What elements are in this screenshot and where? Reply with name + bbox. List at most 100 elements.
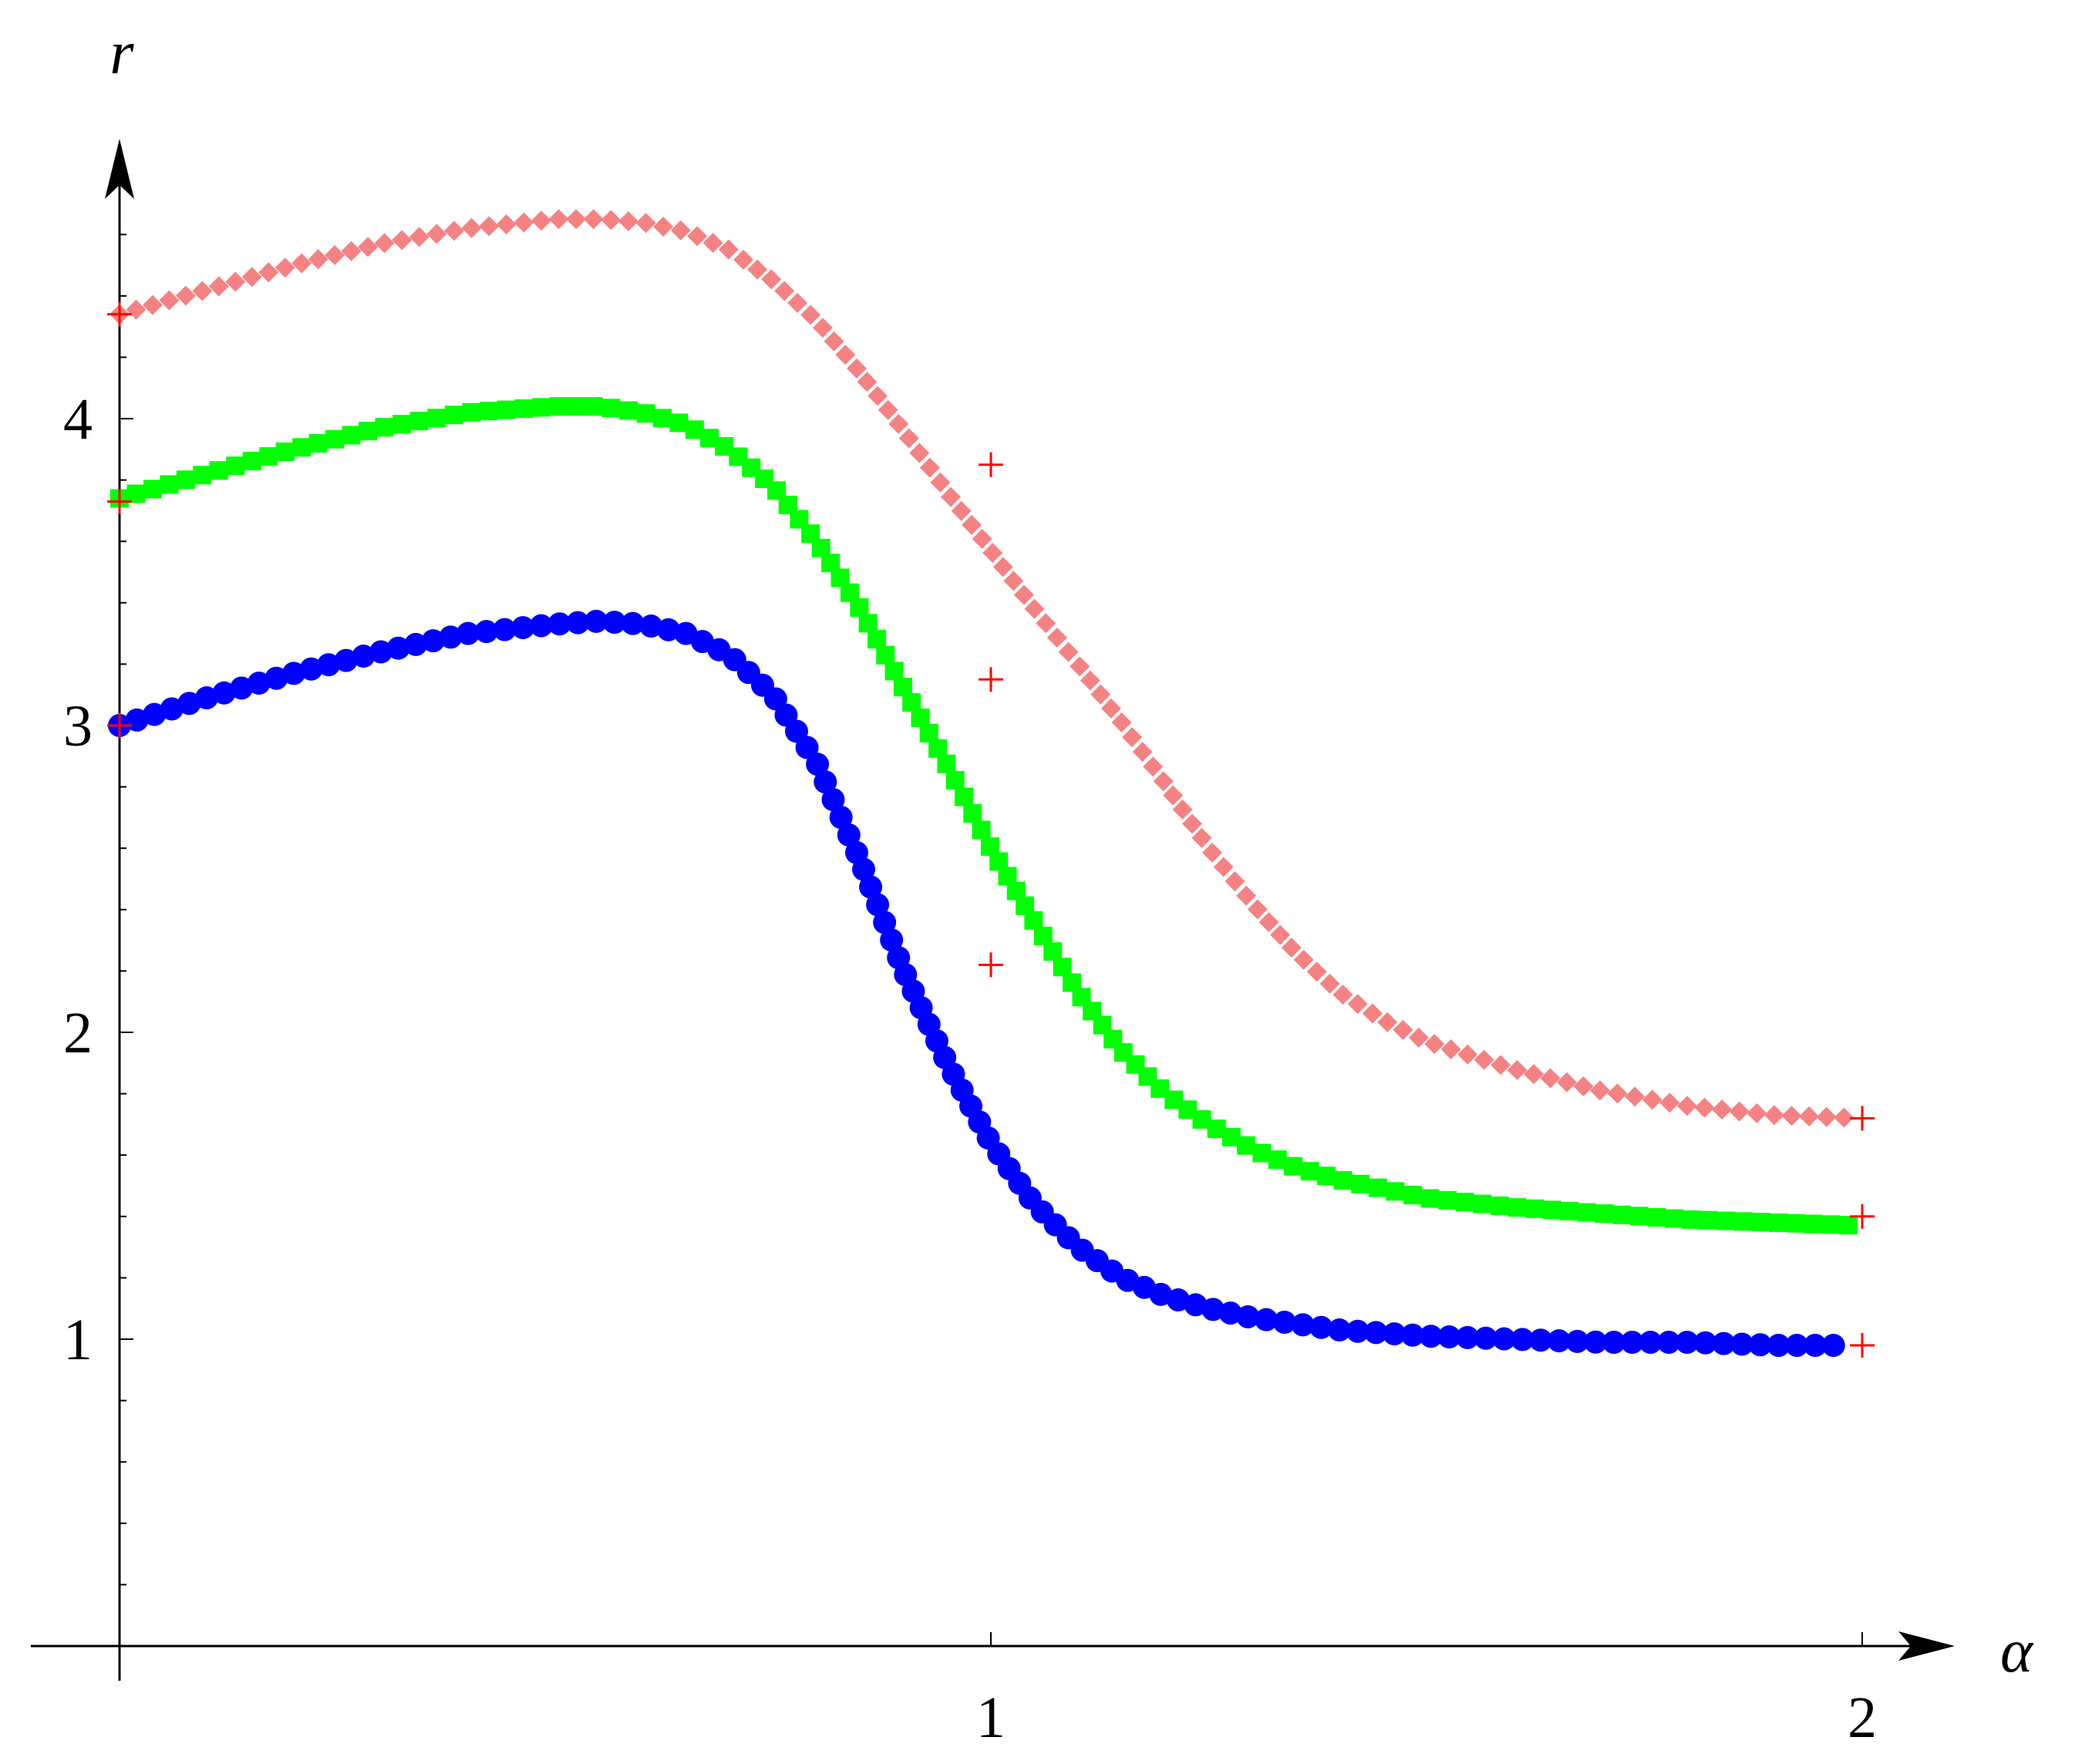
- square-marker: [444, 406, 463, 425]
- square-marker: [1237, 1136, 1256, 1155]
- diamond-marker: [774, 281, 795, 301]
- square-marker: [1024, 911, 1043, 930]
- diamond-marker: [392, 230, 413, 251]
- diamond-marker: [1258, 912, 1279, 933]
- diamond-marker: [930, 472, 951, 493]
- diamond-marker: [787, 292, 808, 313]
- circle-marker: [1657, 1330, 1681, 1354]
- diamond-marker: [951, 500, 972, 521]
- diamond-marker: [1457, 1044, 1478, 1065]
- square-marker: [1252, 1143, 1272, 1163]
- square-marker: [567, 397, 586, 416]
- diamond-marker: [1474, 1049, 1494, 1070]
- circle-marker: [602, 611, 626, 635]
- square-marker: [549, 397, 568, 416]
- diamond-marker: [1319, 973, 1340, 994]
- square-marker: [1716, 1211, 1736, 1230]
- diamond-marker: [1306, 961, 1327, 982]
- diamond-marker: [1236, 885, 1257, 906]
- diamond-marker: [1090, 684, 1111, 705]
- circle-marker: [1166, 1288, 1190, 1312]
- square-marker: [308, 433, 328, 453]
- circle-marker: [474, 620, 498, 644]
- square-marker: [325, 429, 345, 449]
- square-marker: [392, 415, 412, 434]
- plus-marker: [979, 952, 1003, 978]
- circle-marker: [1149, 1282, 1173, 1306]
- square-marker: [359, 422, 378, 441]
- circle-marker: [456, 621, 480, 645]
- square-marker: [1351, 1174, 1370, 1193]
- square-marker: [126, 484, 146, 503]
- circle-marker: [1291, 1313, 1315, 1337]
- square-marker: [778, 495, 797, 514]
- diamond-marker: [962, 514, 982, 535]
- diamond-marker: [514, 212, 534, 233]
- diamond-marker: [358, 237, 379, 258]
- circle-marker: [1693, 1331, 1717, 1355]
- diamond-marker: [325, 244, 345, 265]
- diamond-marker: [241, 267, 262, 288]
- circle-marker: [1346, 1319, 1369, 1343]
- diamond-marker: [461, 217, 482, 238]
- square-marker: [1333, 1170, 1353, 1190]
- plus-marker: [1850, 1203, 1875, 1229]
- circle-marker: [282, 662, 305, 685]
- diamond-marker: [992, 557, 1013, 577]
- square-marker: [176, 470, 195, 490]
- circle-marker: [1400, 1323, 1424, 1347]
- diamond-marker: [341, 241, 362, 261]
- diamond-marker: [702, 233, 723, 254]
- tick-marks: [120, 234, 1863, 1646]
- circle-marker: [177, 692, 201, 715]
- square-marker: [1821, 1215, 1841, 1234]
- square-marker: [1804, 1214, 1823, 1234]
- square-marker: [342, 426, 361, 445]
- square-marker: [601, 399, 621, 418]
- tick-labels: 1 2 3 4 1 2: [63, 387, 1877, 1750]
- circle-marker: [439, 625, 463, 649]
- axes: α r: [31, 19, 2034, 1685]
- circle-marker: [369, 640, 392, 664]
- square-marker: [618, 401, 638, 420]
- diamond-marker: [1676, 1096, 1697, 1116]
- plus-marker: [107, 489, 132, 514]
- circle-marker: [1255, 1308, 1279, 1331]
- diamond-marker: [1046, 628, 1067, 648]
- square-marker: [409, 412, 429, 431]
- diamond-marker: [1172, 800, 1193, 820]
- square-marker: [1455, 1193, 1474, 1212]
- diamond-marker: [601, 210, 622, 231]
- diamond-marker: [982, 543, 1003, 564]
- diamond-marker: [1293, 949, 1314, 970]
- circle-marker: [404, 632, 428, 656]
- diamond-marker: [1764, 1105, 1784, 1126]
- diamond-marker: [1132, 742, 1153, 762]
- diamond-marker: [1377, 1012, 1398, 1032]
- square-marker: [427, 409, 446, 428]
- y-tick-label: 1: [63, 1308, 93, 1372]
- circle-marker: [1785, 1333, 1809, 1357]
- square-marker: [1508, 1198, 1527, 1217]
- diamond-marker: [583, 209, 604, 230]
- diamond-marker: [1440, 1039, 1461, 1059]
- circle-marker: [1419, 1325, 1443, 1348]
- circle-marker: [873, 911, 897, 934]
- diamond-marker: [1270, 924, 1291, 945]
- square-marker: [1317, 1166, 1336, 1186]
- square-marker: [1682, 1210, 1701, 1229]
- square-marker: [1612, 1205, 1632, 1224]
- diamond-marker: [1024, 598, 1045, 619]
- circle-marker: [866, 893, 890, 917]
- diamond-marker: [1712, 1099, 1733, 1120]
- square-marker: [584, 397, 603, 416]
- square-marker: [242, 452, 261, 471]
- diamond-marker: [1424, 1034, 1445, 1055]
- series-diamond: [109, 209, 1855, 1128]
- square-marker: [480, 402, 499, 421]
- diamond-marker: [1659, 1092, 1680, 1113]
- square-marker: [652, 409, 672, 428]
- square-marker: [945, 771, 965, 790]
- circle-marker: [880, 928, 904, 952]
